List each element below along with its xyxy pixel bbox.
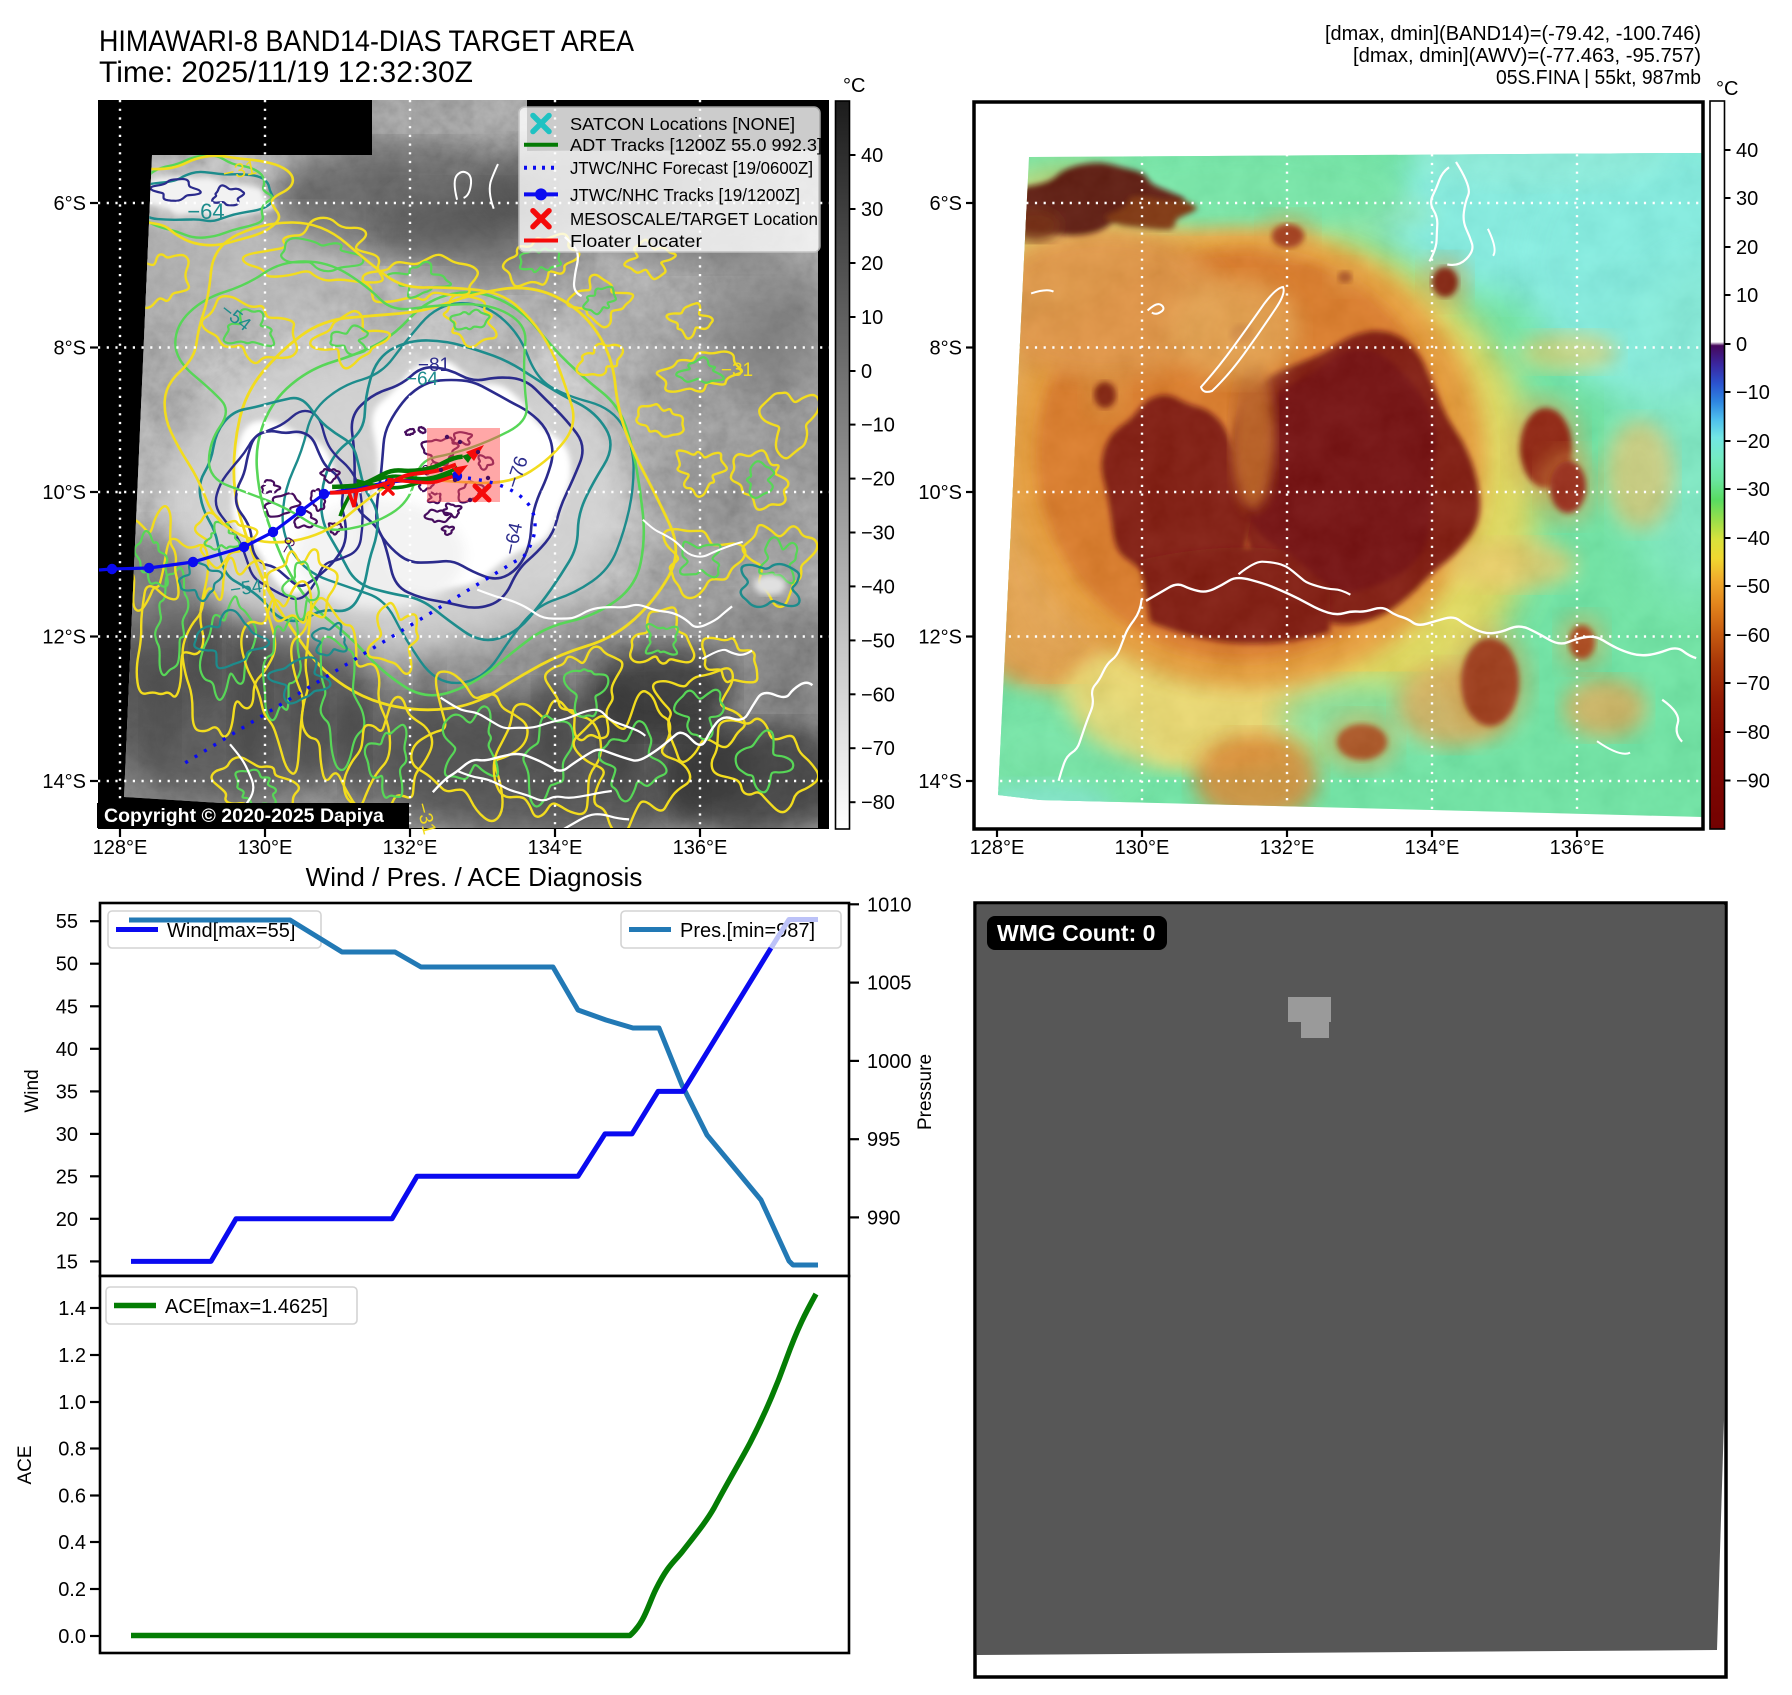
svg-text:1.4: 1.4 bbox=[58, 1298, 86, 1320]
svg-text:−80: −80 bbox=[861, 792, 895, 814]
svg-text:−50: −50 bbox=[1736, 576, 1770, 598]
svg-text:6°S: 6°S bbox=[930, 193, 962, 215]
svg-text:30: 30 bbox=[861, 199, 883, 221]
svg-text:12°S: 12°S bbox=[42, 627, 86, 649]
svg-text:35: 35 bbox=[56, 1081, 78, 1103]
svg-text:Pressure: Pressure bbox=[915, 1054, 936, 1130]
svg-text:HIMAWARI-8 BAND14-DIAS TARGET: HIMAWARI-8 BAND14-DIAS TARGET AREA bbox=[99, 25, 634, 58]
svg-text:ACE[max=1.4625]: ACE[max=1.4625] bbox=[165, 1296, 328, 1318]
svg-text:25: 25 bbox=[56, 1166, 78, 1188]
svg-text:MESOSCALE/TARGET Location: MESOSCALE/TARGET Location bbox=[570, 209, 818, 229]
svg-text:130°E: 130°E bbox=[238, 837, 293, 859]
svg-text:136°E: 136°E bbox=[673, 837, 728, 859]
svg-text:−20: −20 bbox=[1736, 431, 1770, 453]
svg-text:°C: °C bbox=[843, 75, 865, 97]
svg-text:−30: −30 bbox=[861, 523, 895, 545]
svg-text:30: 30 bbox=[56, 1124, 78, 1146]
svg-text:40: 40 bbox=[1736, 140, 1758, 162]
svg-text:Wind / Pres. / ACE Diagnosis: Wind / Pres. / ACE Diagnosis bbox=[306, 862, 643, 892]
svg-text:50: 50 bbox=[56, 954, 78, 976]
svg-text:Copyright © 2020-2025 Dapiya: Copyright © 2020-2025 Dapiya bbox=[104, 805, 384, 827]
svg-text:1010: 1010 bbox=[867, 894, 912, 916]
svg-text:−30: −30 bbox=[1736, 479, 1770, 501]
svg-text:−9: −9 bbox=[276, 534, 299, 557]
svg-text:ADT Tracks [1200Z 55.0 992.3]: ADT Tracks [1200Z 55.0 992.3] bbox=[570, 135, 822, 155]
svg-text:0.2: 0.2 bbox=[58, 1579, 86, 1601]
svg-text:05S.FINA | 55kt, 987mb: 05S.FINA | 55kt, 987mb bbox=[1496, 67, 1701, 89]
svg-text:−40: −40 bbox=[1736, 528, 1770, 550]
svg-text:−10: −10 bbox=[1736, 382, 1770, 404]
svg-text:−60: −60 bbox=[861, 684, 895, 706]
svg-text:WMG Count: 0: WMG Count: 0 bbox=[997, 920, 1155, 946]
svg-text:−10: −10 bbox=[861, 415, 895, 437]
svg-text:−40: −40 bbox=[861, 576, 895, 598]
svg-text:SATCON Locations [NONE]: SATCON Locations [NONE] bbox=[570, 114, 795, 134]
svg-text:10: 10 bbox=[861, 307, 883, 329]
svg-text:Floater Locater: Floater Locater bbox=[570, 231, 702, 251]
svg-text:−80: −80 bbox=[1736, 722, 1770, 744]
svg-text:1000: 1000 bbox=[867, 1051, 912, 1073]
svg-text:0.4: 0.4 bbox=[58, 1532, 86, 1554]
svg-text:132°E: 132°E bbox=[1260, 837, 1315, 859]
svg-text:−54: −54 bbox=[229, 576, 264, 601]
svg-text:−50: −50 bbox=[861, 630, 895, 652]
svg-text:−31: −31 bbox=[721, 360, 753, 381]
svg-text:0.6: 0.6 bbox=[58, 1486, 86, 1508]
svg-text:40: 40 bbox=[861, 145, 883, 167]
svg-text:0: 0 bbox=[861, 361, 872, 383]
svg-text:0: 0 bbox=[1736, 334, 1747, 356]
svg-text:JTWC/NHC Forecast [19/0600Z]: JTWC/NHC Forecast [19/0600Z] bbox=[570, 158, 813, 178]
svg-text:10: 10 bbox=[1736, 285, 1758, 307]
svg-text:−64: −64 bbox=[187, 199, 224, 224]
svg-text:20: 20 bbox=[56, 1209, 78, 1231]
svg-text:14°S: 14°S bbox=[42, 771, 86, 793]
svg-text:Time: 2025/11/19 12:32:30Z: Time: 2025/11/19 12:32:30Z bbox=[99, 56, 473, 89]
svg-text:8°S: 8°S bbox=[54, 338, 86, 360]
svg-text:0.8: 0.8 bbox=[58, 1439, 86, 1461]
svg-text:128°E: 128°E bbox=[93, 837, 148, 859]
svg-text:Wind[max=55]: Wind[max=55] bbox=[167, 920, 295, 942]
svg-text:6°S: 6°S bbox=[54, 193, 86, 215]
svg-text:JTWC/NHC Tracks [19/1200Z]: JTWC/NHC Tracks [19/1200Z] bbox=[570, 185, 800, 205]
svg-text:14°S: 14°S bbox=[918, 771, 962, 793]
svg-text:128°E: 128°E bbox=[970, 837, 1025, 859]
svg-text:136°E: 136°E bbox=[1550, 837, 1605, 859]
svg-text:1005: 1005 bbox=[867, 973, 912, 995]
svg-text:−64: −64 bbox=[406, 369, 439, 390]
svg-text:8°S: 8°S bbox=[930, 338, 962, 360]
svg-text:134°E: 134°E bbox=[528, 837, 583, 859]
svg-text:10°S: 10°S bbox=[918, 482, 962, 504]
svg-text:30: 30 bbox=[1736, 188, 1758, 210]
svg-text:−70: −70 bbox=[861, 738, 895, 760]
svg-text:−70: −70 bbox=[1736, 673, 1770, 695]
svg-text:1.0: 1.0 bbox=[58, 1392, 86, 1414]
svg-text:15: 15 bbox=[56, 1251, 78, 1273]
svg-text:−90: −90 bbox=[1736, 771, 1770, 793]
svg-text:20: 20 bbox=[1736, 237, 1758, 259]
svg-text:990: 990 bbox=[867, 1207, 900, 1229]
svg-text:12°S: 12°S bbox=[918, 627, 962, 649]
svg-text:10°S: 10°S bbox=[42, 482, 86, 504]
svg-text:55: 55 bbox=[56, 911, 78, 933]
svg-text:134°E: 134°E bbox=[1405, 837, 1460, 859]
svg-text:−81: −81 bbox=[418, 355, 450, 376]
svg-text:[dmax, dmin](AWV)=(-77.463, -9: [dmax, dmin](AWV)=(-77.463, -95.757) bbox=[1353, 45, 1701, 67]
svg-text:−60: −60 bbox=[1736, 625, 1770, 647]
svg-text:1.2: 1.2 bbox=[58, 1345, 86, 1367]
svg-text:132°E: 132°E bbox=[383, 837, 438, 859]
svg-text:995: 995 bbox=[867, 1129, 900, 1151]
svg-text:20: 20 bbox=[861, 253, 883, 275]
svg-text:0.0: 0.0 bbox=[58, 1626, 86, 1648]
svg-text:−20: −20 bbox=[861, 469, 895, 491]
svg-text:Pres.[min=987]: Pres.[min=987] bbox=[680, 920, 815, 942]
svg-text:40: 40 bbox=[56, 1039, 78, 1061]
svg-text:45: 45 bbox=[56, 996, 78, 1018]
svg-text:ACE: ACE bbox=[15, 1445, 36, 1484]
svg-text:Wind: Wind bbox=[22, 1069, 43, 1112]
svg-text:[dmax, dmin](BAND14)=(-79.42,: [dmax, dmin](BAND14)=(-79.42, -100.746) bbox=[1325, 23, 1701, 45]
svg-text:°C: °C bbox=[1716, 78, 1738, 100]
svg-text:130°E: 130°E bbox=[1115, 837, 1170, 859]
